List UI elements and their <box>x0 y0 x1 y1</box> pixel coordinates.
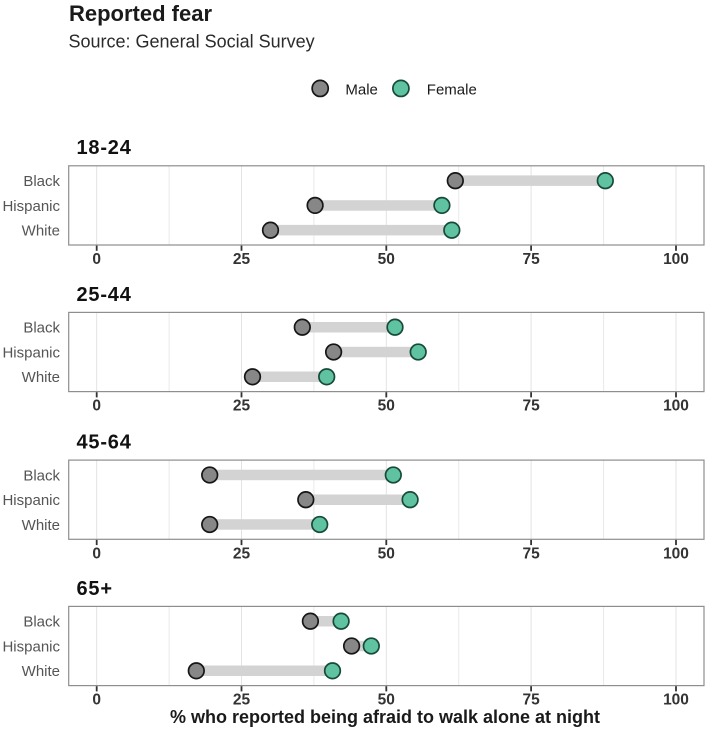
svg-text:White: White <box>22 369 60 386</box>
svg-text:25: 25 <box>233 545 251 562</box>
svg-text:25: 25 <box>233 692 251 709</box>
svg-text:50: 50 <box>378 545 395 562</box>
svg-text:Female: Female <box>427 81 477 98</box>
svg-text:65+: 65+ <box>77 578 113 600</box>
svg-text:25: 25 <box>233 251 251 268</box>
svg-text:Black: Black <box>23 320 60 337</box>
svg-text:50: 50 <box>378 398 395 415</box>
svg-text:0: 0 <box>92 251 101 268</box>
svg-text:100: 100 <box>663 545 689 562</box>
svg-text:25-44: 25-44 <box>77 284 132 306</box>
svg-text:50: 50 <box>378 251 395 268</box>
svg-text:18-24: 18-24 <box>77 137 132 159</box>
svg-text:75: 75 <box>522 692 540 709</box>
svg-text:25: 25 <box>233 398 251 415</box>
svg-text:50: 50 <box>378 692 395 709</box>
svg-text:100: 100 <box>663 251 689 268</box>
svg-text:Hispanic: Hispanic <box>2 198 60 215</box>
svg-text:White: White <box>22 223 60 240</box>
svg-text:Reported fear: Reported fear <box>69 1 212 26</box>
svg-text:White: White <box>22 663 60 680</box>
svg-text:75: 75 <box>522 251 540 268</box>
svg-text:0: 0 <box>92 545 101 562</box>
svg-text:White: White <box>22 517 60 534</box>
svg-text:Hispanic: Hispanic <box>2 344 60 361</box>
svg-text:0: 0 <box>92 398 101 415</box>
svg-text:Black: Black <box>23 173 60 190</box>
svg-text:% who reported being afraid to: % who reported being afraid to walk alon… <box>170 707 600 727</box>
svg-text:Black: Black <box>23 614 60 631</box>
svg-text:100: 100 <box>663 692 689 709</box>
svg-text:45-64: 45-64 <box>77 432 132 454</box>
svg-text:75: 75 <box>522 398 540 415</box>
svg-text:Male: Male <box>345 81 378 98</box>
svg-text:Black: Black <box>23 467 60 484</box>
svg-text:Hispanic: Hispanic <box>2 492 60 509</box>
svg-text:Hispanic: Hispanic <box>2 638 60 655</box>
svg-text:100: 100 <box>663 398 689 415</box>
svg-text:Source: General Social Survey: Source: General Social Survey <box>69 32 315 52</box>
svg-text:0: 0 <box>92 692 101 709</box>
svg-text:75: 75 <box>522 545 540 562</box>
